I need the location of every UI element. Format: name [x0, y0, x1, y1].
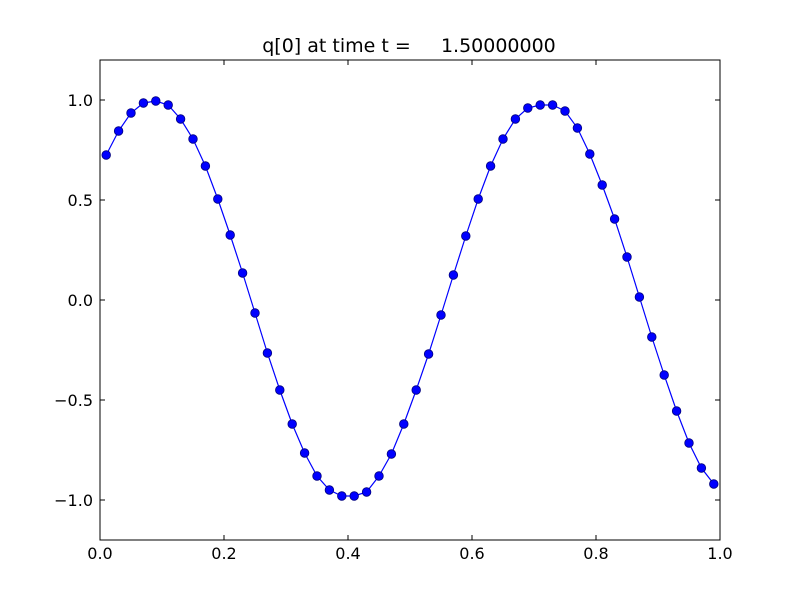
chart-title: q[0] at time t = 1.50000000: [262, 35, 556, 57]
plot-frame: [99, 59, 721, 541]
series-line: [105, 100, 715, 497]
series-layer: [101, 96, 719, 501]
data-point: [535, 100, 545, 110]
data-point: [572, 123, 583, 133]
data-point: [250, 308, 260, 318]
data-point: [374, 471, 384, 481]
data-point: [461, 231, 471, 241]
y-tick-label: 0.5: [68, 191, 93, 210]
data-point: [622, 252, 632, 262]
data-point: [485, 161, 496, 171]
data-point: [237, 268, 248, 278]
x-tick-label: 0.4: [335, 544, 360, 563]
plot-area: [100, 60, 720, 540]
data-point: [151, 96, 161, 106]
data-point: [113, 126, 124, 136]
data-point: [287, 419, 297, 429]
data-point: [448, 270, 459, 280]
data-point: [510, 114, 521, 124]
y-tick-label: −0.5: [54, 391, 93, 410]
data-point: [671, 406, 682, 416]
data-point: [597, 180, 607, 190]
data-point: [200, 161, 211, 171]
data-point: [213, 194, 223, 204]
data-point: [436, 310, 446, 320]
y-tick-label: 1.0: [68, 91, 93, 110]
tick-layer: 0.0 0.2 0.4 0.6 0.8 1.0 −1.0 −0.5 0.0 0.5 1.0: [54, 60, 733, 563]
data-point: [547, 100, 558, 110]
data-point: [684, 438, 694, 448]
data-point: [423, 349, 434, 359]
data-point: [560, 106, 570, 116]
data-point: [523, 103, 533, 113]
y-tick-label: −1.0: [54, 491, 93, 510]
data-point: [647, 332, 657, 342]
data-point: [275, 385, 285, 395]
x-tick-label: 0.6: [459, 544, 484, 563]
data-point: [337, 491, 347, 501]
data-point: [696, 463, 707, 473]
data-point: [399, 419, 409, 429]
x-tick-label: 0.8: [583, 544, 608, 563]
data-point: [609, 214, 620, 224]
data-point: [498, 134, 508, 144]
data-point: [659, 370, 669, 380]
data-point: [188, 134, 198, 144]
y-tick-label: 0.0: [68, 291, 93, 310]
data-point: [163, 100, 173, 110]
x-tick-label: 0.2: [211, 544, 236, 563]
data-point: [361, 487, 372, 497]
data-point: [262, 348, 273, 358]
data-point: [225, 230, 235, 240]
data-point: [324, 485, 335, 495]
data-point: [473, 194, 483, 204]
x-tick-label: 0.0: [87, 544, 112, 563]
data-point: [709, 479, 719, 489]
data-point: [175, 114, 186, 124]
data-point: [138, 98, 149, 108]
data-point: [349, 491, 359, 501]
data-point: [126, 108, 136, 118]
data-point: [411, 385, 421, 395]
data-point: [634, 292, 645, 302]
data-point: [312, 471, 322, 481]
x-tick-label: 1.0: [707, 544, 732, 563]
data-point: [299, 448, 310, 458]
data-point: [585, 149, 595, 159]
data-point: [386, 449, 397, 459]
data-point: [101, 150, 111, 160]
